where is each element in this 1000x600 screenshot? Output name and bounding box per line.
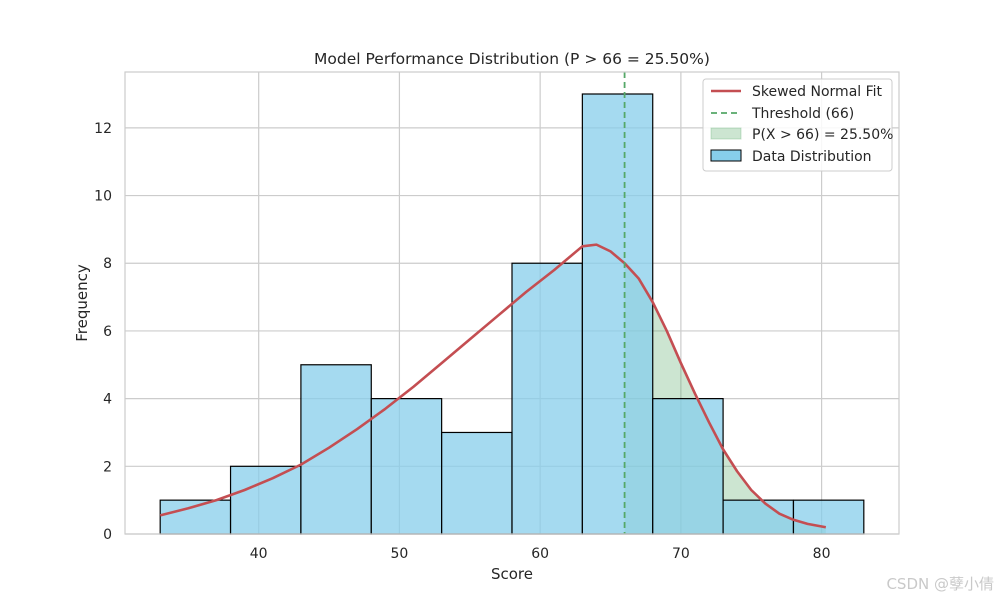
histogram-bar (511, 262, 583, 535)
watermark: CSDN @孽小倩 (886, 575, 994, 593)
fit-curve-layer (159, 243, 827, 529)
y-tick-label: 8 (103, 256, 112, 272)
x-tick-label: 80 (813, 546, 831, 562)
legend-hist-label: Data Distribution (752, 149, 872, 165)
histogram-bar (722, 499, 795, 535)
legend-box (702, 78, 893, 172)
fit-curve (159, 243, 827, 529)
x-axis-label: Score (491, 565, 533, 583)
legend: Skewed Normal Fit Threshold (66) P(X > 6… (702, 78, 893, 172)
histogram-bar (581, 93, 654, 535)
histogram-bar (441, 431, 513, 535)
plot-frame (124, 71, 900, 535)
legend-threshold-label: Threshold (66) (751, 106, 854, 122)
histogram-bars (159, 93, 865, 535)
y-tick-label: 0 (103, 527, 112, 543)
histogram-bar (229, 465, 302, 535)
chart-title: Model Performance Distribution (P > 66 =… (314, 50, 710, 68)
legend-hist-swatch (710, 149, 742, 162)
y-tick-label: 10 (94, 189, 112, 205)
legend-fit-label: Skewed Normal Fit (752, 84, 883, 100)
y-tick-label: 12 (94, 121, 112, 137)
legend-area-swatch (710, 127, 742, 140)
legend-area-label: P(X > 66) = 25.50% (752, 127, 893, 143)
y-tick-label: 4 (103, 392, 112, 408)
x-tick-label: 60 (531, 546, 549, 562)
y-axis-label: Frequency (73, 264, 91, 342)
tick-labels: 40 50 60 70 80 0 2 4 6 8 10 12 (94, 121, 830, 562)
x-tick-label: 70 (672, 546, 690, 562)
histogram-bar (792, 499, 865, 535)
histogram-bar (652, 398, 724, 535)
x-tick-label: 40 (250, 546, 268, 562)
y-tick-label: 6 (103, 324, 112, 340)
x-tick-label: 50 (391, 546, 409, 562)
histogram-bar (300, 364, 372, 535)
y-tick-label: 2 (103, 459, 112, 475)
histogram-bar (370, 398, 443, 535)
